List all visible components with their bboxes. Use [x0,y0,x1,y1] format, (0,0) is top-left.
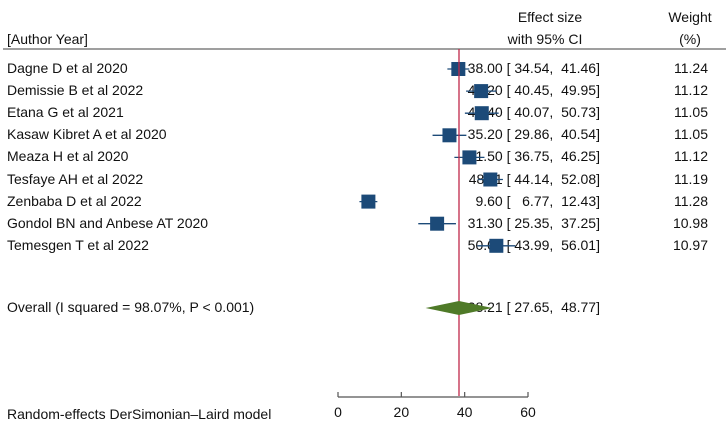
effect-marker [474,84,489,99]
effect-marker [462,150,477,165]
study-label: Meaza H et al 2020 [7,148,129,165]
weight-text: 10.97 [672,236,708,253]
study-label: Demissie B et al 2022 [7,82,144,99]
study-label: Zenbaba D et al 2022 [7,192,142,209]
effect-ci-text: 41.50 [ 36.75, 46.25] [467,148,600,165]
overall-diamond [425,301,493,315]
weight-text: 11.19 [674,170,708,187]
x-tick-label: 60 [520,404,536,420]
weight-text: 11.28 [674,192,708,209]
effect-marker [442,128,457,143]
weight-text: 11.05 [674,104,708,121]
effect-column-header-1: Effect size [517,9,583,25]
study-column-header: [Author Year] [7,31,88,47]
overall-label: Overall (I squared = 98.07%, P < 0.001) [7,299,255,315]
study-label: Tesfaye AH et al 2022 [7,170,144,187]
x-tick-label: 0 [334,404,342,420]
x-tick-label: 40 [457,404,473,420]
weight-column-header-2: (%) [679,31,701,47]
effect-marker [483,172,498,187]
study-label: Temesgen T et al 2022 [7,236,149,253]
effect-ci-text: 9.60 [ 6.77, 12.43] [475,192,600,209]
weight-text: 11.24 [674,60,708,76]
effect-ci-text: 38.00 [ 34.54, 41.46] [467,60,600,76]
study-label: Dagne D et al 2020 [7,60,128,76]
footnote: Random-effects DerSimonian–Laird model [7,406,272,422]
weight-text: 11.12 [674,148,708,165]
effect-marker [474,106,489,121]
effect-marker [430,216,445,231]
study-label: Gondol BN and Anbese AT 2020 [7,214,209,231]
effect-marker [451,62,466,76]
effect-ci-text: 35.20 [ 29.86, 40.54] [467,126,600,143]
effect-marker [361,194,376,209]
effect-marker [489,238,504,253]
x-tick-label: 20 [394,404,410,420]
study-label: Etana G et al 2021 [7,104,124,121]
weight-column-header-1: Weight [668,9,712,25]
weight-text: 11.12 [674,82,708,99]
effect-ci-text: 31.30 [ 25.35, 37.25] [467,214,600,231]
effect-column-header-2: with 95% CI [507,31,583,47]
study-label: Kasaw Kibret A et al 2020 [7,126,167,143]
weight-text: 11.05 [674,126,708,143]
weight-text: 10.98 [672,214,708,231]
